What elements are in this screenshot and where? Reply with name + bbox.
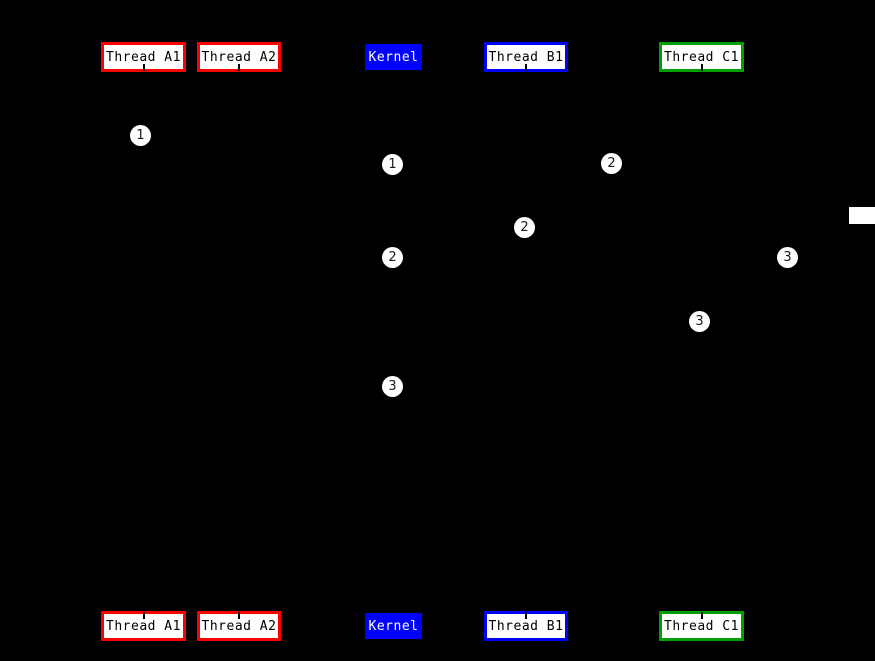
participant-kernel-bottom: Kernel: [365, 613, 422, 639]
participant-label: Thread B1: [488, 49, 564, 65]
lifeline-notch: [525, 612, 527, 619]
lifeline-notch: [238, 64, 240, 71]
sequence-marker: 1: [130, 125, 151, 146]
lifeline-notch: [238, 612, 240, 619]
sequence-marker: 1: [382, 154, 403, 175]
participant-thread-a2-bottom: Thread A2: [197, 611, 281, 641]
lifeline-notch: [525, 64, 527, 71]
participant-label: Thread B1: [488, 618, 564, 634]
participant-thread-c1-top: Thread C1: [659, 42, 744, 72]
participant-thread-a2-top: Thread A2: [197, 42, 281, 72]
sequence-marker: 3: [689, 311, 710, 332]
participant-thread-a1-bottom: Thread A1: [101, 611, 186, 641]
participant-label: Kernel: [368, 618, 419, 634]
clipped-label-box: [849, 207, 875, 224]
lifeline-notch: [700, 64, 703, 71]
participant-label: Thread C1: [664, 618, 739, 634]
participant-thread-b1-bottom: Thread B1: [484, 611, 568, 641]
lifeline-notch: [142, 612, 145, 619]
sequence-marker: 3: [382, 376, 403, 397]
participant-label: Thread C1: [664, 49, 739, 65]
sequence-marker: 2: [514, 217, 535, 238]
participant-label: Thread A2: [201, 49, 277, 65]
sequence-marker: 3: [777, 247, 798, 268]
participant-label: Thread A1: [106, 618, 181, 634]
lifeline-notch: [142, 64, 145, 71]
sequence-marker: 2: [601, 153, 622, 174]
participant-thread-a1-top: Thread A1: [101, 42, 186, 72]
lifeline-notch: [700, 612, 703, 619]
participant-thread-c1-bottom: Thread C1: [659, 611, 744, 641]
sequence-marker: 2: [382, 247, 403, 268]
participant-thread-b1-top: Thread B1: [484, 42, 568, 72]
participant-label: Kernel: [368, 49, 419, 65]
participant-kernel-top: Kernel: [365, 44, 422, 70]
participant-label: Thread A1: [106, 49, 181, 65]
participant-label: Thread A2: [201, 618, 277, 634]
